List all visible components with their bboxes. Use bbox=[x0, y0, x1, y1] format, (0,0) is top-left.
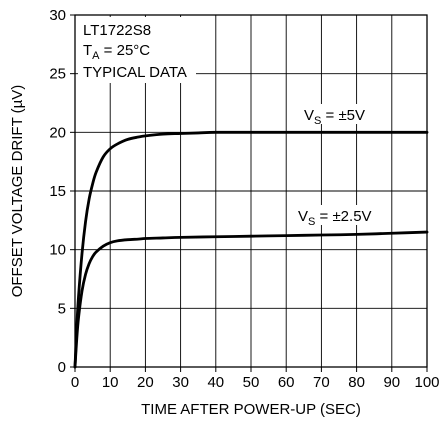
annotation-temperature: TA = 25°C bbox=[83, 42, 150, 62]
x-tick-label: 70 bbox=[313, 374, 330, 391]
y-tick-label: 20 bbox=[49, 124, 66, 141]
series-layer bbox=[73, 130, 429, 369]
x-tick-label: 40 bbox=[207, 374, 224, 391]
series-label-vs-5v: VS = ±5V bbox=[304, 107, 365, 127]
x-axis-label: TIME AFTER POWER-UP (SEC) bbox=[141, 401, 361, 418]
series-line-0 bbox=[73, 130, 429, 369]
x-tick-label: 50 bbox=[243, 374, 260, 391]
x-tick-label: 30 bbox=[172, 374, 189, 391]
x-tick-label: 60 bbox=[278, 374, 295, 391]
annotation-typical-data: TYPICAL DATA bbox=[83, 64, 187, 81]
tick-labels: 0 10 20 30 40 50 60 70 80 90 100 0 5 10 15 20 25 30 bbox=[49, 7, 439, 391]
x-tick-label: 20 bbox=[137, 374, 154, 391]
y-tick-label: 25 bbox=[49, 66, 66, 83]
y-axis-label: OFFSET VOLTAGE DRIFT (µV) bbox=[9, 85, 26, 298]
series-label-vs-2-5v: VS = ±2.5V bbox=[298, 208, 372, 228]
y-tick-label: 5 bbox=[58, 300, 66, 317]
x-tick-label: 90 bbox=[383, 374, 400, 391]
x-tick-label: 80 bbox=[348, 374, 365, 391]
annotation-background bbox=[78, 17, 196, 83]
series-line-1 bbox=[73, 230, 429, 369]
y-tick-label: 15 bbox=[49, 183, 66, 200]
series-label-background bbox=[294, 205, 386, 225]
y-tick-label: 10 bbox=[49, 242, 66, 259]
series-label-background bbox=[300, 104, 374, 124]
x-tick-label: 10 bbox=[102, 374, 119, 391]
x-tick-label: 100 bbox=[414, 374, 439, 391]
y-tick-label: 30 bbox=[49, 7, 66, 24]
y-tick-label: 0 bbox=[58, 359, 66, 376]
annotation-part-number: LT1722S8 bbox=[83, 22, 151, 39]
x-tick-label: 0 bbox=[71, 374, 79, 391]
